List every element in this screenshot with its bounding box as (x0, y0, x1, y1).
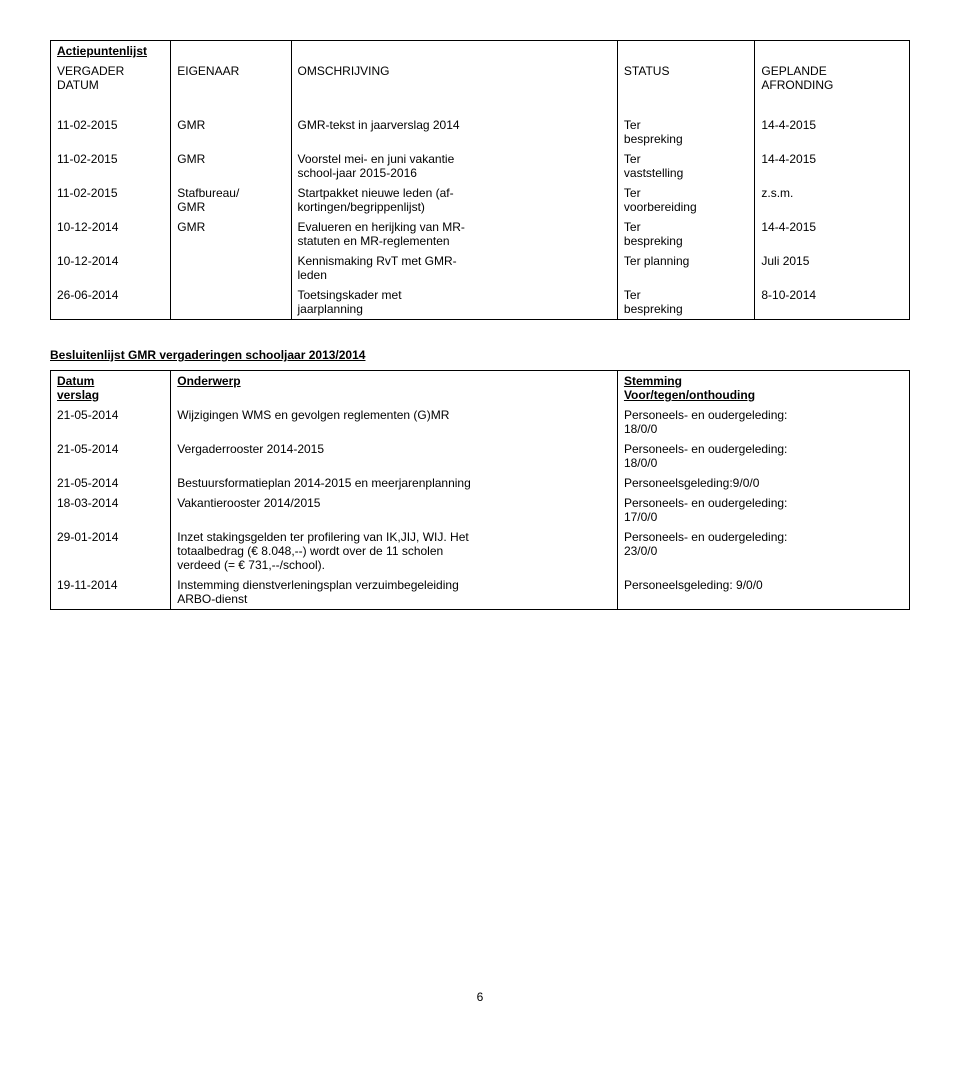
besluit-row: 21-05-2014 Wijzigingen WMS en gevolgen r… (51, 405, 910, 439)
cell-date: 11-02-2015 (51, 115, 171, 149)
hdr-status: STATUS (617, 61, 754, 95)
cell-owner: GMR (171, 115, 291, 149)
hdr-eigenaar: EIGENAAR (171, 61, 291, 95)
actie-row: 26-06-2014 Toetsingskader metjaarplannin… (51, 285, 910, 320)
hdr-verslag: verslag (57, 388, 99, 402)
besluit-header-row: Datum verslag Onderwerp Stemming Voor/te… (51, 371, 910, 406)
hdr-vto: Voor/tegen/onthouding (624, 388, 755, 402)
cell-due: 14-4-2015 (755, 115, 910, 149)
cell-desc: GMR-tekst in jaarverslag 2014 (291, 115, 617, 149)
actie-row: 10-12-2014 GMR Evalueren en herijking va… (51, 217, 910, 251)
actie-row: 11-02-2015 Stafbureau/GMR Startpakket ni… (51, 183, 910, 217)
hdr-omschrijving: OMSCHRIJVING (291, 61, 617, 95)
hdr-geplande: GEPLANDE (761, 64, 826, 78)
hdr-onderwerp: Onderwerp (177, 374, 240, 388)
actie-title-cell: Actiepuntenlijst (51, 41, 171, 62)
besluit-row: 19-11-2014 Instemming dienstverleningspl… (51, 575, 910, 610)
besluit-row: 18-03-2014 Vakantierooster 2014/2015 Per… (51, 493, 910, 527)
actiepunten-table: Actiepuntenlijst VERGADER DATUM EIGENAAR… (50, 40, 910, 320)
besluit-heading: Besluitenlijst GMR vergaderingen schoolj… (50, 348, 910, 362)
hdr-afronding: AFRONDING (761, 78, 833, 92)
actie-row: 11-02-2015 GMR GMR-tekst in jaarverslag … (51, 115, 910, 149)
besluit-row: 21-05-2014 Bestuursformatieplan 2014-201… (51, 473, 910, 493)
besluit-row: 21-05-2014 Vergaderrooster 2014-2015 Per… (51, 439, 910, 473)
page-number: 6 (50, 990, 910, 1004)
actie-header-row: VERGADER DATUM EIGENAAR OMSCHRIJVING STA… (51, 61, 910, 95)
hdr-stemming: Stemming (624, 374, 682, 388)
hdr-vergader: VERGADER (57, 64, 124, 78)
hdr-datum: DATUM (57, 78, 99, 92)
actie-row: 11-02-2015 GMR Voorstel mei- en juni vak… (51, 149, 910, 183)
actie-row: 10-12-2014 Kennismaking RvT met GMR-lede… (51, 251, 910, 285)
hdr-datum2: Datum (57, 374, 94, 388)
actie-title: Actiepuntenlijst (57, 44, 147, 58)
besluit-table: Datum verslag Onderwerp Stemming Voor/te… (50, 370, 910, 610)
besluit-row: 29-01-2014 Inzet stakingsgelden ter prof… (51, 527, 910, 575)
